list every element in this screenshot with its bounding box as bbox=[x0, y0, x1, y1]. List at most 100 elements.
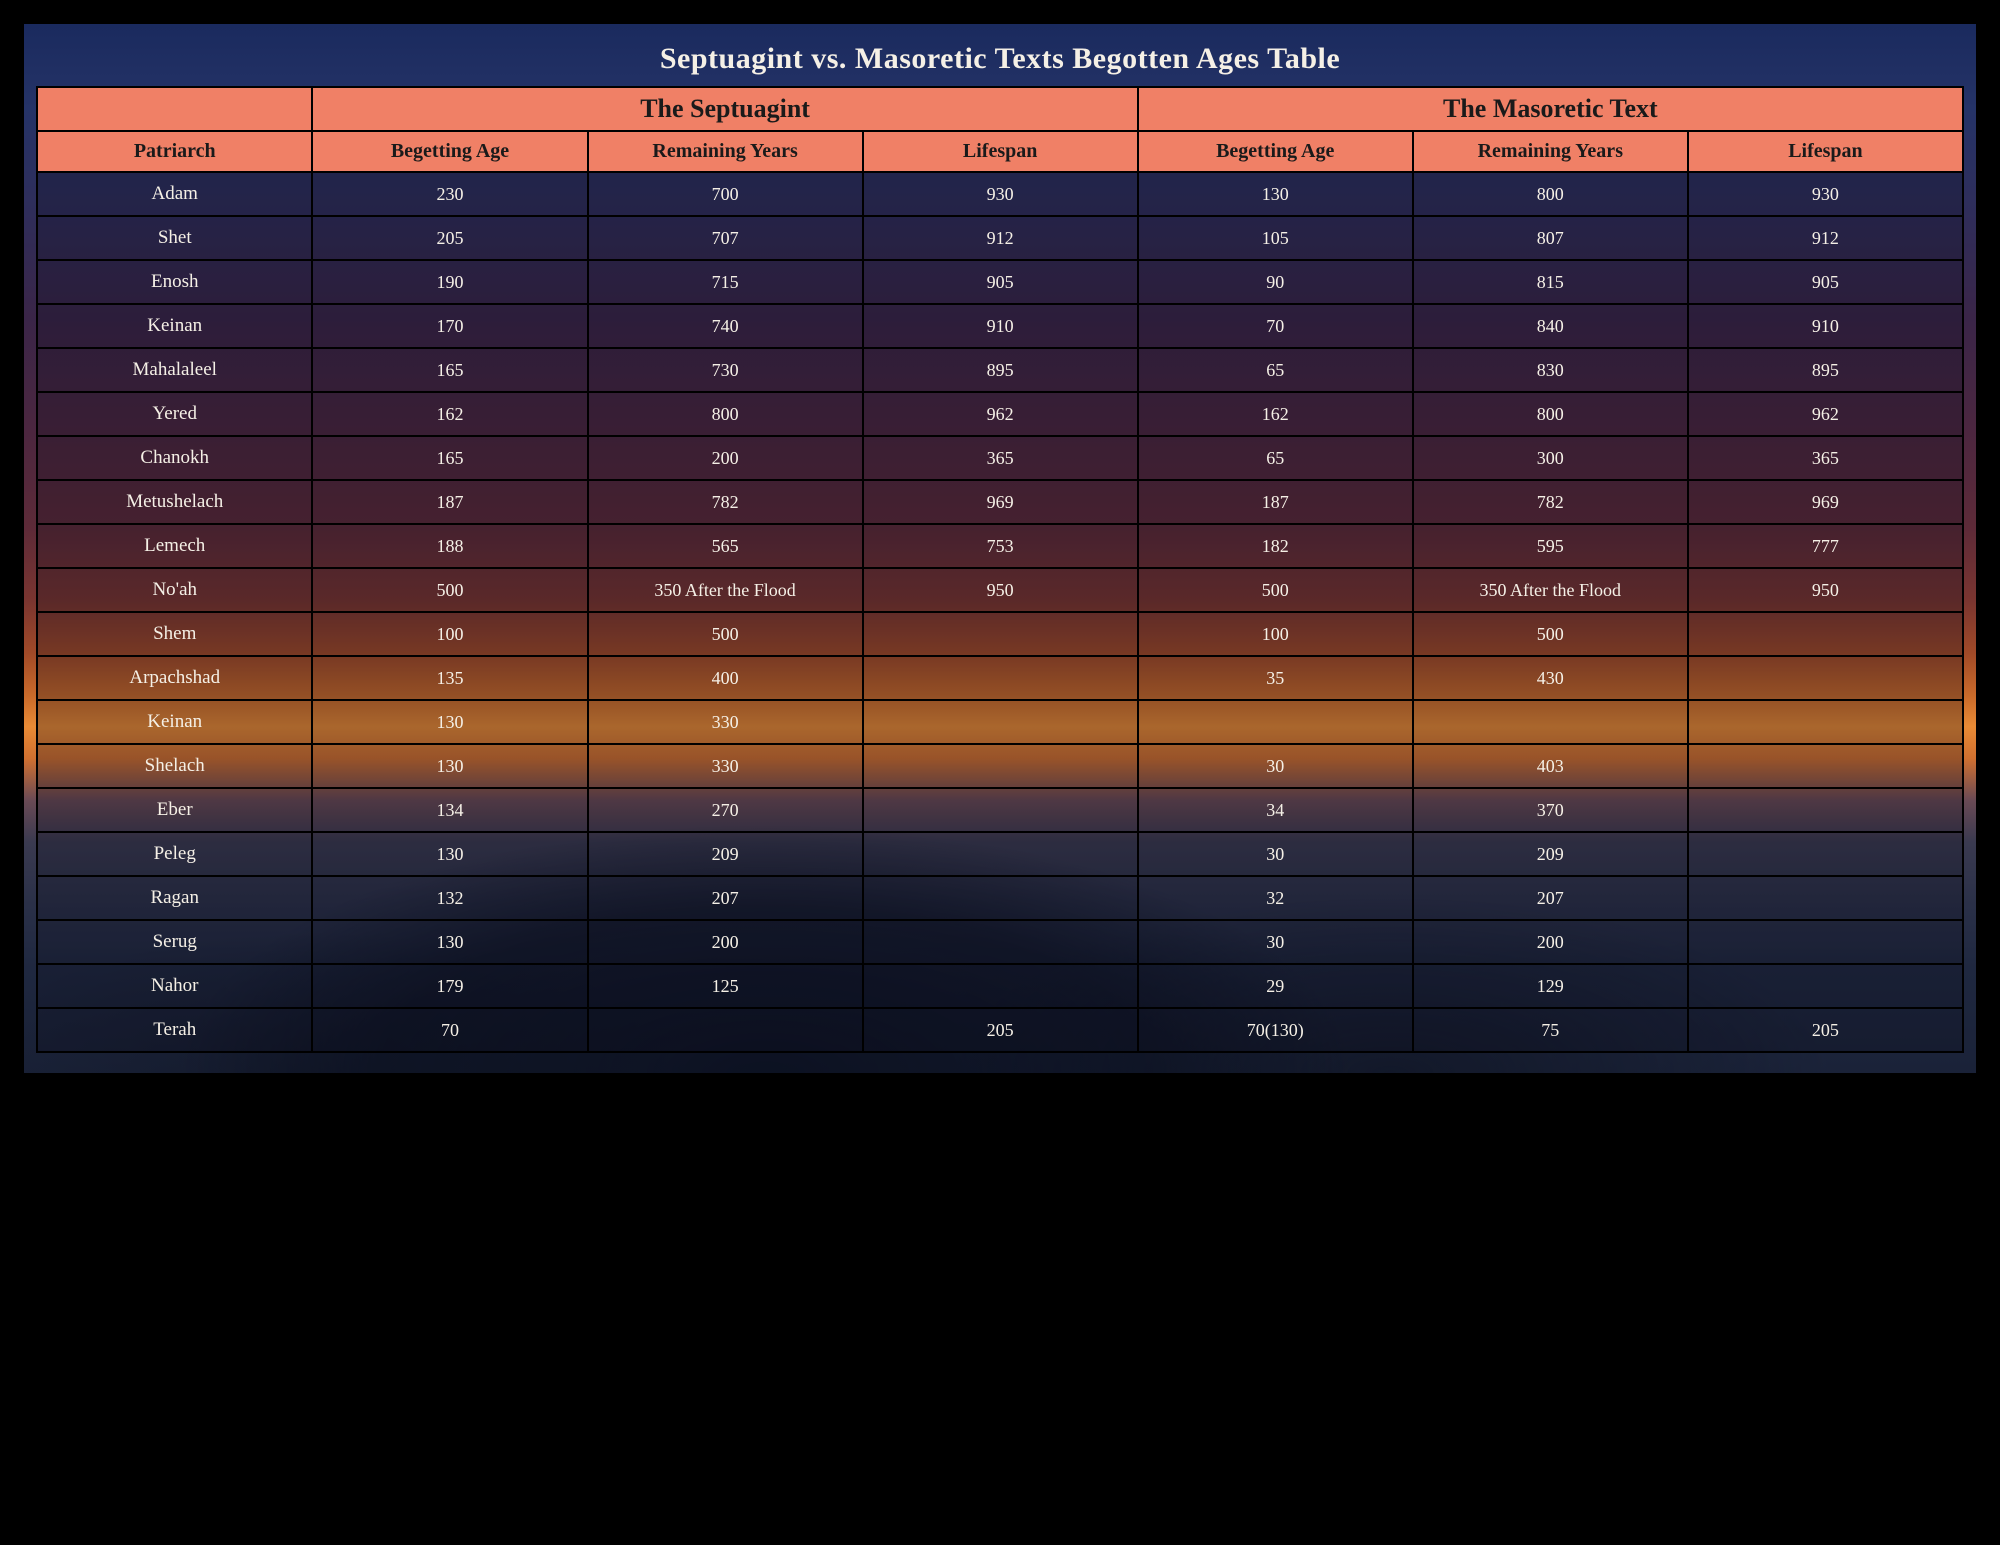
cell-maso-beget: 70(130) bbox=[1138, 1008, 1413, 1052]
cell-patriarch-name: Shet bbox=[37, 216, 312, 260]
cell-sept-remain: 782 bbox=[588, 480, 863, 524]
cell-maso-life: 950 bbox=[1688, 568, 1963, 612]
cell-sept-remain: 330 bbox=[588, 744, 863, 788]
cell-sept-beget: 170 bbox=[312, 304, 587, 348]
cell-patriarch-name: Enosh bbox=[37, 260, 312, 304]
cell-sept-beget: 230 bbox=[312, 172, 587, 216]
cell-maso-beget: 500 bbox=[1138, 568, 1413, 612]
cell-maso-beget: 182 bbox=[1138, 524, 1413, 568]
cell-maso-life: 777 bbox=[1688, 524, 1963, 568]
cell-sept-remain: 730 bbox=[588, 348, 863, 392]
cell-maso-life: 969 bbox=[1688, 480, 1963, 524]
cell-sept-beget: 130 bbox=[312, 920, 587, 964]
table-row: Chanokh16520036565300365 bbox=[37, 436, 1963, 480]
cell-patriarch-name: Terah bbox=[37, 1008, 312, 1052]
group-header-septuagint: The Septuagint bbox=[312, 87, 1137, 131]
table-row: Eber13427034370 bbox=[37, 788, 1963, 832]
cell-sept-life: 962 bbox=[863, 392, 1138, 436]
cell-sept-life bbox=[863, 876, 1138, 920]
cell-maso-life: 895 bbox=[1688, 348, 1963, 392]
cell-patriarch-name: Mahalaleel bbox=[37, 348, 312, 392]
cell-sept-beget: 130 bbox=[312, 744, 587, 788]
table-row: Adam230700930130800930 bbox=[37, 172, 1963, 216]
cell-sept-remain: 700 bbox=[588, 172, 863, 216]
column-header-row: Patriarch Begetting Age Remaining Years … bbox=[37, 131, 1963, 172]
cell-maso-beget: 105 bbox=[1138, 216, 1413, 260]
table-row: Metushelach187782969187782969 bbox=[37, 480, 1963, 524]
group-header-blank bbox=[37, 87, 312, 131]
cell-sept-life: 205 bbox=[863, 1008, 1138, 1052]
cell-sept-life: 905 bbox=[863, 260, 1138, 304]
cell-sept-life: 910 bbox=[863, 304, 1138, 348]
table-row: Ragan13220732207 bbox=[37, 876, 1963, 920]
cell-sept-life bbox=[863, 920, 1138, 964]
cell-maso-remain: 75 bbox=[1413, 1008, 1688, 1052]
cell-sept-remain: 270 bbox=[588, 788, 863, 832]
cell-sept-beget: 130 bbox=[312, 700, 587, 744]
table-row: Keinan17074091070840910 bbox=[37, 304, 1963, 348]
page-title: Septuagint vs. Masoretic Texts Begotten … bbox=[36, 42, 1964, 76]
cell-sept-beget: 179 bbox=[312, 964, 587, 1008]
table-row: Keinan130330 bbox=[37, 700, 1963, 744]
cell-maso-remain: 800 bbox=[1413, 392, 1688, 436]
cell-maso-remain: 370 bbox=[1413, 788, 1688, 832]
table-row: Lemech188565753182595777 bbox=[37, 524, 1963, 568]
cell-patriarch-name: Ragan bbox=[37, 876, 312, 920]
cell-patriarch-name: Yered bbox=[37, 392, 312, 436]
cell-sept-beget: 134 bbox=[312, 788, 587, 832]
cell-maso-remain: 815 bbox=[1413, 260, 1688, 304]
cell-maso-beget: 187 bbox=[1138, 480, 1413, 524]
cell-sept-life: 930 bbox=[863, 172, 1138, 216]
cell-sept-life: 912 bbox=[863, 216, 1138, 260]
cell-sept-beget: 188 bbox=[312, 524, 587, 568]
cell-sept-beget: 162 bbox=[312, 392, 587, 436]
cell-maso-beget: 30 bbox=[1138, 920, 1413, 964]
cell-maso-remain: 840 bbox=[1413, 304, 1688, 348]
comparison-table: The Septuagint The Masoretic Text Patria… bbox=[36, 86, 1964, 1053]
cell-sept-life: 753 bbox=[863, 524, 1138, 568]
cell-maso-remain: 200 bbox=[1413, 920, 1688, 964]
cell-sept-beget: 190 bbox=[312, 260, 587, 304]
cell-maso-life bbox=[1688, 656, 1963, 700]
cell-sept-life bbox=[863, 964, 1138, 1008]
cell-maso-remain: 807 bbox=[1413, 216, 1688, 260]
cell-maso-remain: 403 bbox=[1413, 744, 1688, 788]
cell-sept-remain: 400 bbox=[588, 656, 863, 700]
table-row: Yered162800962162800962 bbox=[37, 392, 1963, 436]
table-row: Shelach13033030403 bbox=[37, 744, 1963, 788]
cell-sept-beget: 70 bbox=[312, 1008, 587, 1052]
cell-maso-remain: 782 bbox=[1413, 480, 1688, 524]
cell-maso-life: 910 bbox=[1688, 304, 1963, 348]
cell-maso-remain: 830 bbox=[1413, 348, 1688, 392]
cell-sept-beget: 165 bbox=[312, 348, 587, 392]
cell-sept-life bbox=[863, 788, 1138, 832]
cell-maso-remain: 207 bbox=[1413, 876, 1688, 920]
cell-maso-remain: 129 bbox=[1413, 964, 1688, 1008]
cell-sept-remain: 565 bbox=[588, 524, 863, 568]
cell-sept-beget: 132 bbox=[312, 876, 587, 920]
table-row: Enosh19071590590815905 bbox=[37, 260, 1963, 304]
cell-patriarch-name: Lemech bbox=[37, 524, 312, 568]
cell-maso-life bbox=[1688, 700, 1963, 744]
cell-patriarch-name: Shelach bbox=[37, 744, 312, 788]
cell-maso-remain: 430 bbox=[1413, 656, 1688, 700]
cell-patriarch-name: Keinan bbox=[37, 700, 312, 744]
cell-maso-remain: 500 bbox=[1413, 612, 1688, 656]
cell-maso-life: 905 bbox=[1688, 260, 1963, 304]
cell-maso-beget: 70 bbox=[1138, 304, 1413, 348]
cell-sept-life bbox=[863, 656, 1138, 700]
cell-patriarch-name: No'ah bbox=[37, 568, 312, 612]
col-maso-beget: Begetting Age bbox=[1138, 131, 1413, 172]
table-row: No'ah500350 After the Flood950500350 Aft… bbox=[37, 568, 1963, 612]
cell-sept-remain: 350 After the Flood bbox=[588, 568, 863, 612]
cell-sept-remain bbox=[588, 1008, 863, 1052]
table-frame: Septuagint vs. Masoretic Texts Begotten … bbox=[16, 16, 1984, 1081]
cell-maso-beget: 90 bbox=[1138, 260, 1413, 304]
cell-maso-beget: 130 bbox=[1138, 172, 1413, 216]
cell-maso-life: 930 bbox=[1688, 172, 1963, 216]
cell-maso-remain: 300 bbox=[1413, 436, 1688, 480]
cell-sept-remain: 330 bbox=[588, 700, 863, 744]
table-body: Adam230700930130800930Shet20570791210580… bbox=[37, 172, 1963, 1052]
cell-patriarch-name: Shem bbox=[37, 612, 312, 656]
cell-patriarch-name: Adam bbox=[37, 172, 312, 216]
